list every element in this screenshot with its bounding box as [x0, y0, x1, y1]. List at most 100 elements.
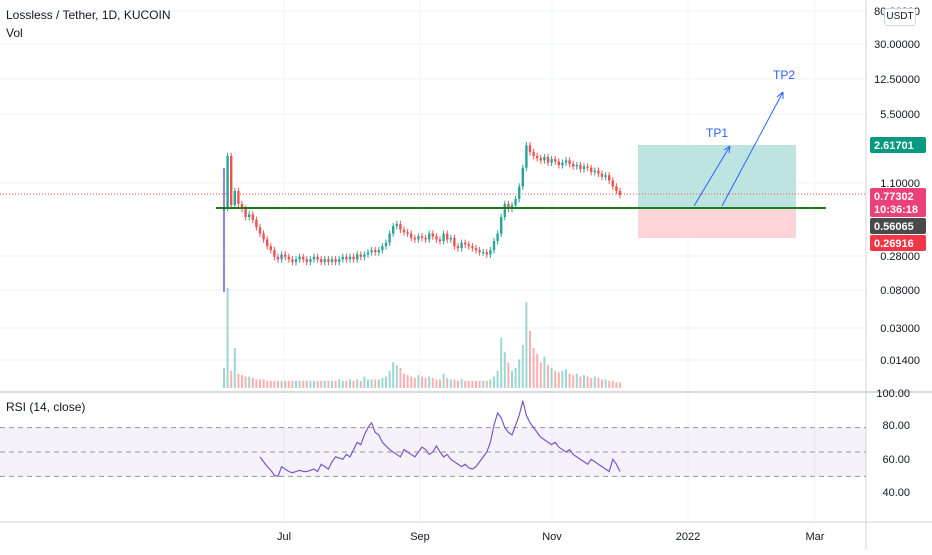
candle-body [402, 229, 406, 233]
volume-bar [579, 376, 582, 388]
price-tick-label: 5.50000 [880, 109, 920, 121]
candle-body [557, 161, 560, 166]
stop-price-tag-bg [870, 235, 926, 251]
candle-body [266, 239, 269, 247]
price-tick-label: 30.00000 [874, 39, 920, 51]
candle-body [554, 159, 557, 162]
candle-body [269, 246, 272, 251]
volume-bar [320, 380, 323, 388]
candle-body [388, 233, 391, 243]
volume-bar [403, 373, 405, 388]
target-zone [638, 145, 796, 208]
volume-bar [611, 380, 614, 388]
candle-body [521, 167, 524, 187]
candle-body [244, 208, 247, 217]
candle-body [539, 158, 542, 161]
candle-body [298, 256, 301, 260]
volume-bar [572, 375, 575, 388]
candle-body [284, 254, 287, 257]
volume-bar [244, 376, 247, 388]
candle-body [309, 259, 312, 262]
level-price-tag: 0.56065 [874, 221, 914, 233]
candle-body [442, 233, 445, 242]
candle-body [359, 254, 362, 257]
tp2-arrowhead [776, 91, 784, 99]
volume-bars [223, 288, 621, 388]
volume-bar [532, 348, 535, 388]
volume-bar [262, 379, 265, 388]
time-tick-label: Nov [542, 531, 562, 543]
candle-body [518, 186, 521, 199]
candle-body [255, 219, 258, 228]
volume-bar [241, 375, 243, 388]
candle-body [258, 227, 262, 234]
candle-body [248, 214, 251, 217]
volume-bar [511, 370, 513, 388]
volume-bar [449, 379, 452, 388]
volume-bar [277, 380, 279, 388]
volume-bar [251, 378, 254, 388]
volume-bar [442, 373, 445, 388]
volume-bar [374, 379, 377, 388]
volume-bar [287, 380, 290, 388]
candle-body [543, 157, 546, 161]
candle-body [230, 155, 233, 206]
volume-bar [568, 373, 571, 388]
volume-bar [377, 379, 380, 388]
volume-bar [485, 380, 488, 388]
candle-body [424, 237, 427, 240]
level-price-tag-bg [870, 218, 926, 234]
current-price-tag: 0.77302 [874, 191, 914, 203]
candle-body [464, 242, 467, 245]
volume-bar [421, 376, 423, 388]
volume-bar [604, 379, 607, 388]
volume-bar [395, 365, 398, 388]
volume-bar [586, 376, 589, 388]
volume-bar [410, 376, 413, 388]
candle-body [226, 155, 229, 209]
current-price-tag: 10:36:18 [874, 204, 918, 216]
volume-bar [295, 380, 297, 388]
target-price-tag: 2.61701 [874, 140, 914, 152]
candle-body [456, 246, 460, 249]
volume-bar [298, 380, 301, 388]
volume-bar [266, 380, 269, 388]
tp2-label: TP2 [773, 68, 795, 82]
rsi-tick-label: 40.00 [882, 487, 910, 499]
candle-body [276, 256, 280, 260]
candle-body [492, 241, 496, 251]
volume-bar [305, 380, 308, 388]
currency-selector[interactable]: USDT [884, 8, 916, 26]
time-tick-label: Sep [410, 531, 430, 543]
candle-body [316, 256, 319, 260]
volume-bar [349, 379, 351, 388]
candle-body [356, 254, 359, 260]
volume-bar [489, 379, 492, 388]
candle-body [384, 242, 388, 247]
candle-body [305, 259, 308, 262]
volume-bar [575, 373, 578, 388]
candle-body [550, 159, 553, 163]
candle-body [485, 252, 488, 255]
position-zones [638, 145, 796, 239]
stop-price-tag: 0.26916 [874, 238, 914, 250]
volume-bar [496, 370, 499, 388]
candle-body [273, 250, 276, 257]
candle-body [532, 152, 535, 156]
volume-bar [284, 380, 287, 388]
volume-bar [475, 380, 477, 388]
volume-bar [590, 378, 593, 388]
candle-body [503, 203, 506, 217]
candle-body [597, 170, 600, 174]
volume-bar [583, 375, 585, 388]
candle-body [579, 165, 582, 170]
volume-bar [345, 380, 348, 388]
volume-bar [467, 380, 470, 388]
candle-body [478, 250, 481, 253]
volume-bar [406, 375, 409, 388]
candle-body [572, 163, 575, 167]
stop-zone [638, 208, 796, 239]
volume-bar [493, 376, 495, 388]
